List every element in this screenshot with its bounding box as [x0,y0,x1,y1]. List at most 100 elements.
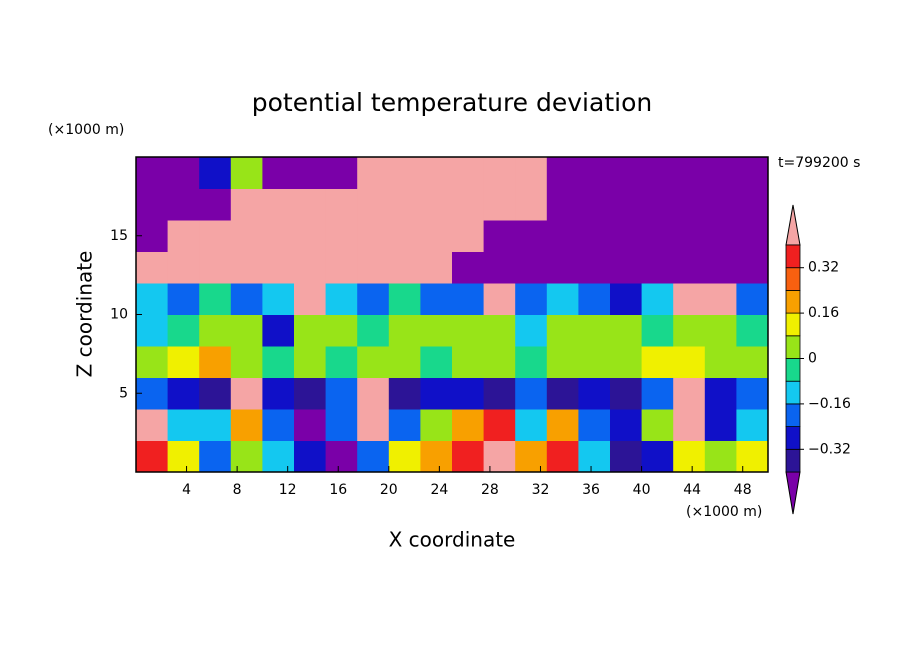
contour-cell [578,377,611,410]
contour-cell [199,251,232,284]
contour-cell [294,188,327,221]
contour-cell [388,188,421,221]
contour-cell [452,251,485,284]
contour-cell [136,346,169,378]
x-tick-label: 24 [430,482,448,498]
contour-cell [420,346,453,378]
contour-cell [483,251,516,284]
contour-cell [167,377,200,410]
contour-cell [610,188,643,221]
contour-cell [641,220,674,252]
contour-cell [294,409,327,441]
contour-cell [325,220,358,252]
contour-cell [294,314,327,347]
colorbar-tick-label: 0.32 [808,260,839,276]
contour-cell [230,314,263,347]
y-tick-label: 10 [110,307,128,323]
contour-cell [641,314,674,347]
contour-cell [452,346,485,378]
contour-cell [483,314,516,347]
chart-title: potential temperature deviation [252,88,652,117]
contour-cell [673,440,706,473]
contour-cell [673,220,706,252]
x-tick-label: 48 [734,482,752,498]
contour-cell [167,220,200,252]
contour-cell [325,251,358,284]
contour-cell [610,251,643,284]
contour-cell [704,220,737,252]
contour-cell [515,157,548,189]
contour-cell [325,377,358,410]
contour-cell [452,283,485,315]
contour-cell [546,409,579,441]
annotation: t=799200 s [778,155,860,171]
contour-cell [483,157,516,189]
contour-cell [452,409,485,441]
contour-cell [420,440,453,473]
contour-cell [388,314,421,347]
contour-cell [388,157,421,189]
contour-cell [515,188,548,221]
contour-cell [452,188,485,221]
contour-cell [136,188,169,221]
x-tick-label: 44 [683,482,701,498]
contour-cell [230,440,263,473]
contour-cell [515,314,548,347]
contour-cell [641,157,674,189]
contour-cell [199,377,232,410]
contour-cell [262,409,295,441]
contour-field [136,157,769,473]
contour-cell [199,157,232,189]
contour-cell [610,314,643,347]
contour-cell [452,440,485,473]
contour-cell [357,377,390,410]
contour-cell [704,283,737,315]
contour-cell [230,346,263,378]
y-tick-label: 15 [110,228,128,244]
contour-cell [420,283,453,315]
contour-cell [641,283,674,315]
contour-cell [325,157,358,189]
contour-cell [294,220,327,252]
contour-cell [294,346,327,378]
contour-cell [704,346,737,378]
contour-cell [704,440,737,473]
contour-cell [388,220,421,252]
colorbar-tick-label: 0.16 [808,305,839,321]
contour-cell [673,409,706,441]
x-tick-label: 20 [380,482,398,498]
contour-cell [357,346,390,378]
contour-cell [262,188,295,221]
contour-cell [262,220,295,252]
contour-cell [262,377,295,410]
colorbar-band [785,426,801,450]
contour-cell [452,220,485,252]
contour-cell [199,220,232,252]
contour-cell [167,283,200,315]
contour-cell [641,346,674,378]
colorbar-band [785,267,801,291]
contour-cell [515,377,548,410]
contour-cell [546,346,579,378]
contour-cell [325,188,358,221]
contour-cell [388,251,421,284]
contour-cell [578,283,611,315]
contour-cell [483,440,516,473]
contour-cell [357,251,390,284]
contour-cell [230,283,263,315]
contour-cell [641,188,674,221]
contour-cell [546,377,579,410]
contour-cell [325,440,358,473]
y-unit: (×1000 m) [48,122,124,138]
contour-cell [483,188,516,221]
contour-cell [515,283,548,315]
colorbar-tick-label: −0.16 [808,396,851,412]
contour-cell [641,409,674,441]
contour-cell [199,188,232,221]
contour-cell [673,188,706,221]
contour-cell [230,220,263,252]
contour-cell [736,157,769,189]
x-tick-label: 28 [481,482,499,498]
contour-cell [610,440,643,473]
contour-cell [673,251,706,284]
